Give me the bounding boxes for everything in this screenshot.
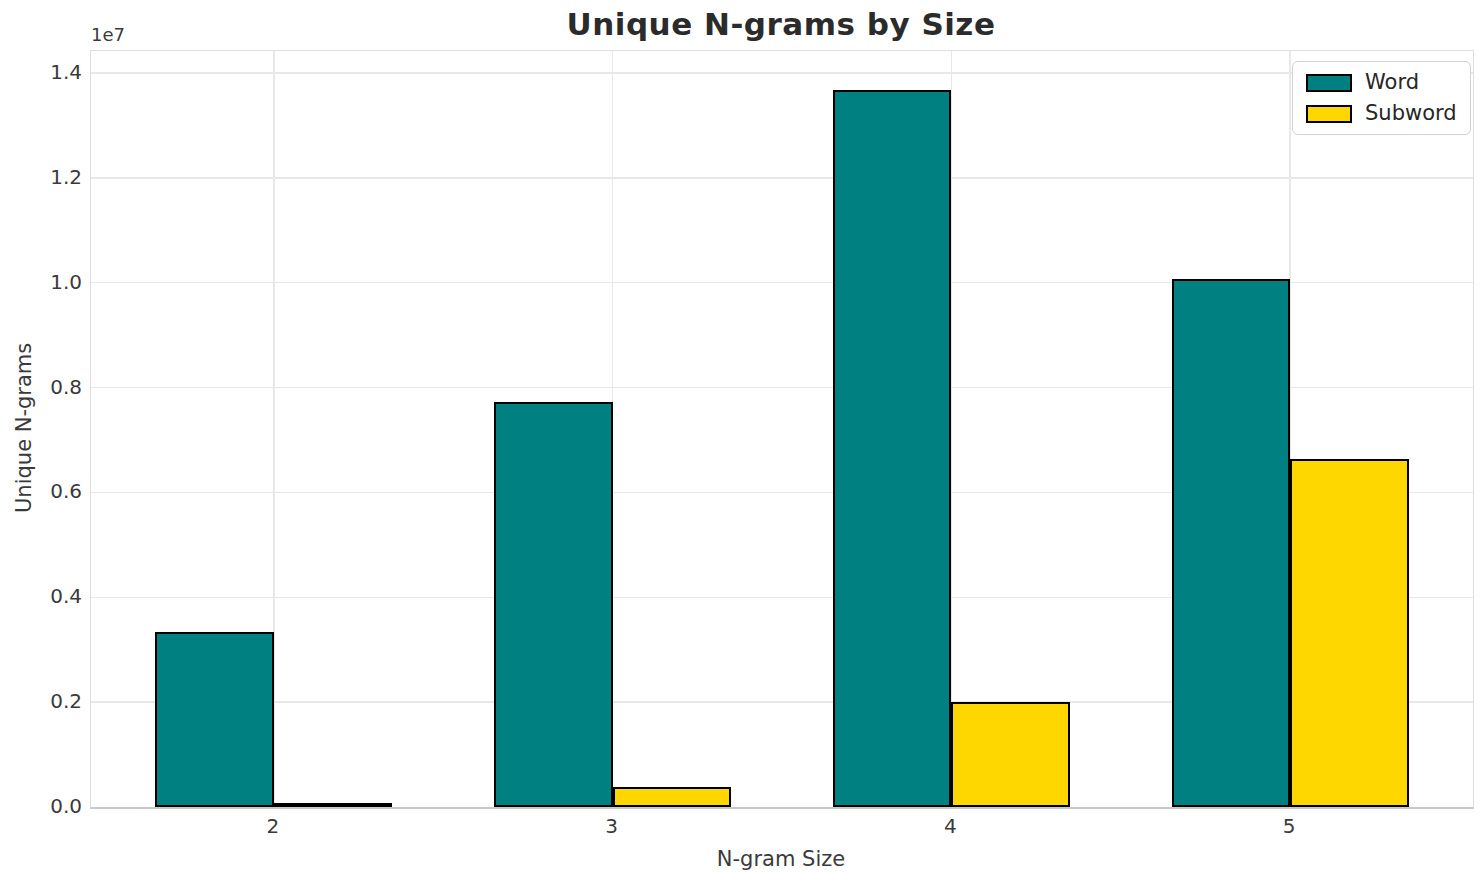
bar-subword-5 <box>1290 459 1409 807</box>
y-tick-label: 1.4 <box>34 60 82 84</box>
chart-title: Unique N-grams by Size <box>90 6 1472 42</box>
bar-subword-2 <box>274 803 393 807</box>
plot-area <box>90 50 1474 809</box>
bar-subword-4 <box>951 702 1070 807</box>
y-gridline <box>91 72 1473 74</box>
bar-word-3 <box>494 402 613 807</box>
y-tick-label: 0.2 <box>34 689 82 713</box>
legend: Word Subword <box>1292 61 1471 135</box>
legend-swatch-subword <box>1306 105 1352 123</box>
bar-word-5 <box>1172 279 1291 807</box>
y-tick-label: 0.0 <box>34 794 82 818</box>
legend-label-subword: Subword <box>1365 101 1457 126</box>
x-tick-label: 3 <box>582 814 642 838</box>
y-tick-label: 0.4 <box>34 584 82 608</box>
legend-label-word: Word <box>1365 70 1419 95</box>
y-tick-label: 0.6 <box>34 479 82 503</box>
figure: Unique N-grams by Size 1e7 N-gram Size U… <box>0 0 1484 885</box>
legend-item-subword: Subword <box>1306 101 1457 126</box>
y-gridline <box>91 177 1473 179</box>
legend-item-word: Word <box>1306 70 1457 95</box>
y-tick-label: 0.8 <box>34 375 82 399</box>
y-tick-label: 1.2 <box>34 165 82 189</box>
y-axis-label: Unique N-grams <box>12 343 36 513</box>
x-tick-label: 4 <box>920 814 980 838</box>
x-tick-label: 2 <box>243 814 303 838</box>
y-tick-label: 1.0 <box>34 270 82 294</box>
bar-subword-3 <box>613 787 732 807</box>
bar-word-4 <box>833 90 952 807</box>
bar-word-2 <box>155 632 274 807</box>
legend-swatch-word <box>1306 74 1352 92</box>
x-axis-label: N-gram Size <box>90 847 1472 871</box>
x-tick-label: 5 <box>1259 814 1319 838</box>
y-axis-offset-label: 1e7 <box>91 24 125 45</box>
